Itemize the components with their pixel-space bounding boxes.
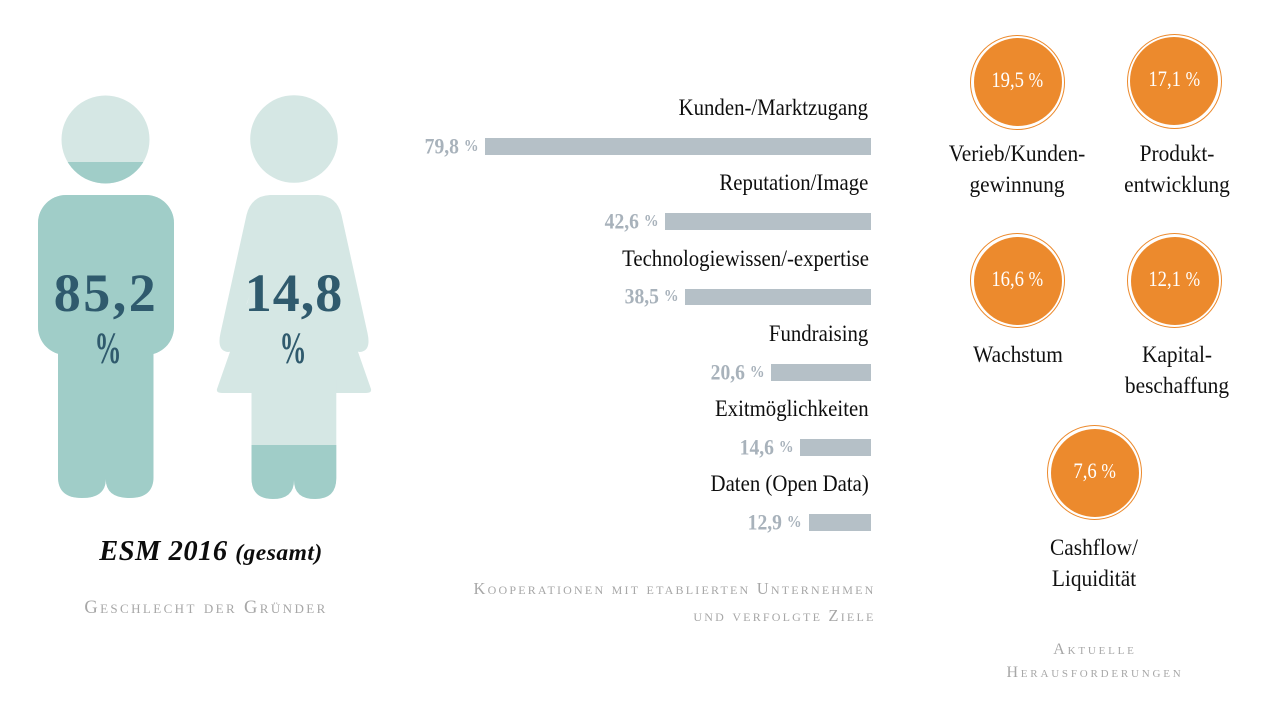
svg-text:%: % (95, 324, 122, 373)
svg-text:85,2: 85,2 (54, 263, 159, 323)
svg-text:14,8: 14,8 (245, 263, 344, 323)
svg-text:%: % (280, 324, 307, 373)
